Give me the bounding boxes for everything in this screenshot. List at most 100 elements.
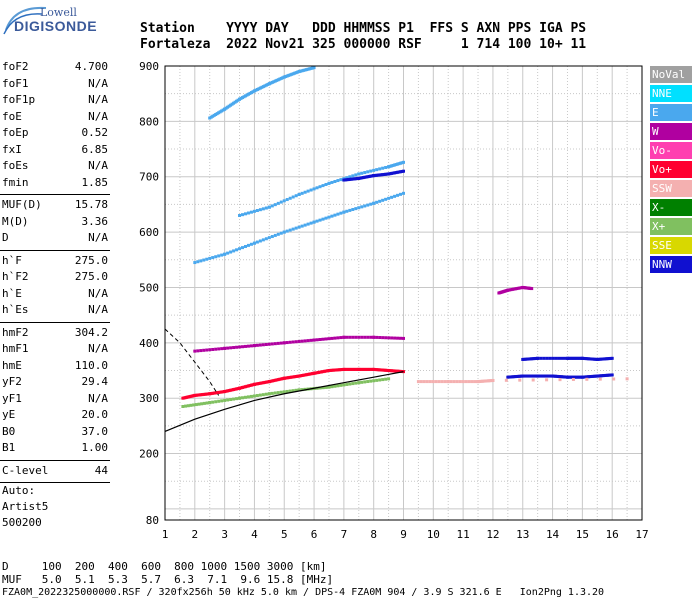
x-tick-label: 16 [606, 528, 619, 541]
data-point [440, 380, 444, 384]
data-point [402, 191, 405, 195]
data-point [273, 342, 277, 346]
data-point [357, 381, 361, 385]
data-point [402, 336, 405, 340]
y-tick-label: 600 [139, 226, 159, 239]
param-value: 15.78 [74, 198, 108, 211]
data-point [449, 380, 453, 384]
header-values: Fortaleza 2022 Nov21 325 000000 RSF 1 71… [140, 37, 587, 52]
data-point [211, 256, 215, 260]
footer-file-info: FZA0M_2022325000000.RSF / 320fx256h 50 k… [2, 587, 605, 598]
x-tick-label: 4 [251, 528, 258, 541]
legend-item: E [650, 104, 692, 121]
param-row: foEp 0.52 [2, 126, 108, 142]
param-row: B1 1.00 [2, 441, 108, 457]
x-tick-label: 1 [162, 528, 169, 541]
data-point [297, 388, 301, 392]
param-name: foEs [2, 159, 29, 172]
data-point [378, 378, 382, 382]
data-point [288, 340, 292, 344]
data-point [372, 335, 376, 339]
y-tick-label: 900 [139, 60, 159, 73]
data-point [252, 241, 256, 245]
data-point [252, 209, 256, 213]
footer-distance-row: D 100 200 400 600 800 1000 1500 3000 [km… [2, 560, 327, 573]
chart-curves [164, 328, 404, 432]
plot-frame [164, 65, 643, 521]
series-trace [521, 356, 614, 361]
polarization-legend: NoVal NNE E W Vo- Vo+ SSW X- X+ SSE NNW [650, 66, 692, 275]
data-point [258, 393, 262, 397]
data-point [297, 225, 301, 229]
data-point [300, 339, 304, 343]
data-point [261, 207, 265, 211]
series-trace [238, 160, 405, 217]
data-point [249, 344, 253, 348]
data-point [267, 205, 271, 209]
y-tick-label: 800 [139, 115, 159, 128]
data-point [306, 222, 310, 226]
data-point [612, 377, 616, 381]
data-point [229, 346, 233, 350]
data-point [202, 258, 206, 262]
data-point [315, 338, 319, 342]
data-point [330, 180, 334, 184]
x-tick-label: 15 [576, 528, 589, 541]
series-trace [193, 335, 405, 353]
param-row: C-level 44 [2, 464, 108, 480]
series-trace [416, 377, 629, 384]
data-point [246, 344, 250, 348]
data-point [369, 335, 373, 339]
data-point [270, 204, 274, 208]
data-point [558, 378, 562, 382]
y-tick-label: 300 [139, 392, 159, 405]
data-point [446, 380, 450, 384]
param-value: 44 [94, 463, 108, 477]
data-point [258, 343, 262, 347]
data-point [381, 198, 385, 202]
data-point [372, 168, 376, 172]
param-value: 304.2 [74, 325, 108, 339]
data-point [378, 167, 382, 171]
data-point [255, 209, 259, 213]
data-point [539, 356, 543, 360]
x-tick-label: 10 [427, 528, 440, 541]
data-point [422, 380, 426, 384]
data-point [339, 211, 343, 215]
param-row: hmE 110.0 [2, 359, 108, 375]
data-point [384, 377, 388, 381]
data-point [193, 349, 197, 353]
logo-swoosh-icon [3, 6, 47, 35]
chart-points [181, 66, 629, 408]
data-point [363, 204, 367, 208]
data-point [241, 246, 245, 250]
data-point [199, 349, 203, 353]
x-tick-label: 12 [486, 528, 499, 541]
data-point [321, 337, 325, 341]
param-row: foF2 4.700 [2, 60, 108, 76]
param-value: N/A [88, 391, 108, 405]
data-point [288, 389, 292, 393]
data-point [279, 341, 283, 345]
data-point [276, 201, 280, 205]
data-point [255, 240, 259, 244]
param-value: 275.0 [74, 253, 108, 267]
data-point [342, 383, 346, 387]
data-point [399, 336, 403, 340]
data-point [202, 401, 206, 405]
data-point [551, 356, 555, 360]
data-point [196, 260, 200, 264]
x-tick-label: 14 [546, 528, 560, 541]
data-point [375, 168, 379, 172]
autoscale-code: 500200 [2, 516, 42, 529]
param-row: D N/A [2, 231, 108, 247]
legend-item: X- [650, 199, 692, 216]
param-value: N/A [88, 342, 108, 355]
data-point [557, 356, 561, 360]
param-name: yF1 [2, 391, 22, 405]
data-point [336, 179, 340, 183]
data-point [202, 348, 206, 352]
data-point [531, 378, 535, 382]
data-point [223, 398, 227, 402]
data-point [303, 190, 307, 194]
